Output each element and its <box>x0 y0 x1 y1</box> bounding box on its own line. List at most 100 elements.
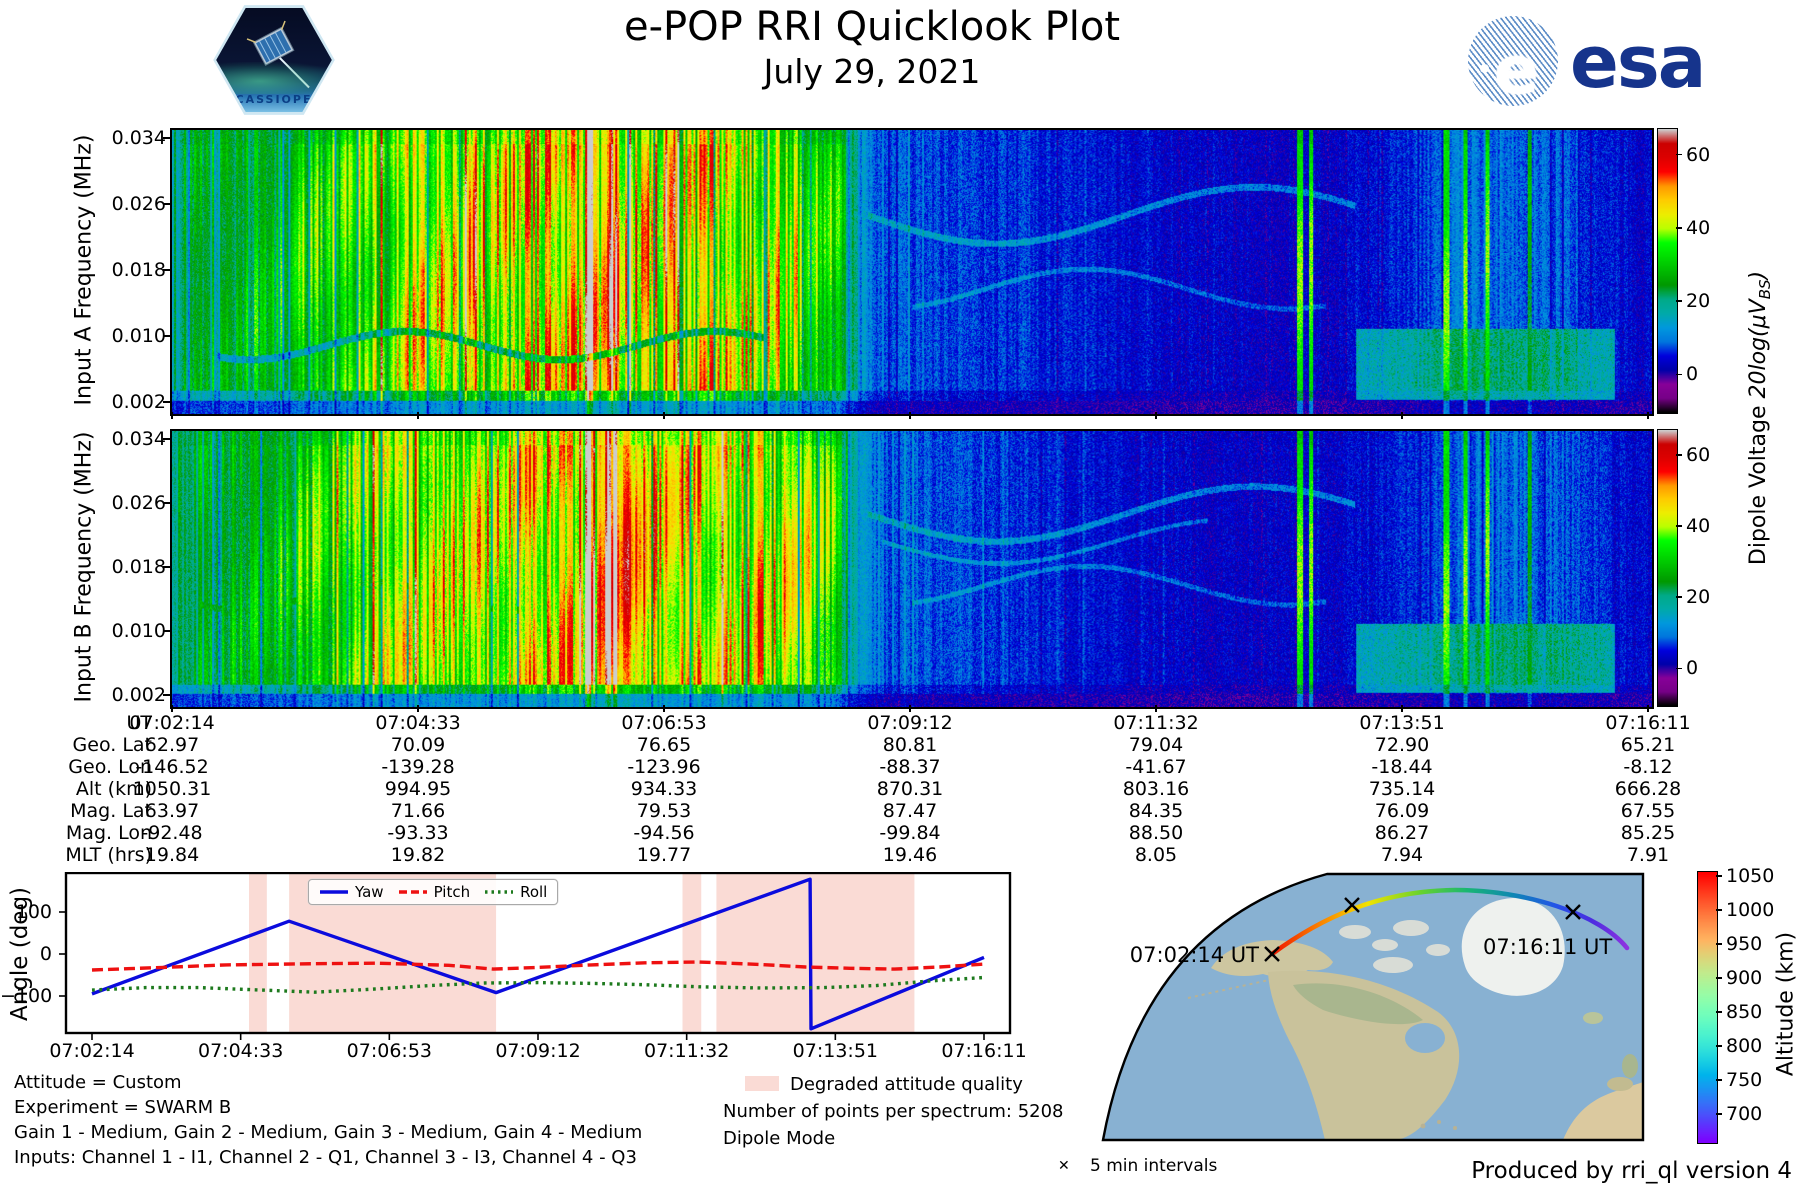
esa-wordmark: esa <box>1570 20 1706 104</box>
freq-tick-label: 0.002 <box>111 390 166 413</box>
time-tick-mark <box>171 705 173 712</box>
ephemeris-cell: -88.37 <box>879 756 941 778</box>
colorbar-tick-mark <box>1676 596 1682 598</box>
map-start-label: 07:02:14 UT <box>1130 943 1259 967</box>
colorbar-tick-label: 40 <box>1686 216 1711 239</box>
annotation-inputs: Inputs: Channel 1 - I1, Channel 2 - Q1, … <box>14 1147 637 1168</box>
ephemeris-cell: 07:04:33 <box>375 712 461 734</box>
colorbar-tick-mark <box>1676 300 1682 302</box>
input-a-ylabel: Input A Frequency (MHz) <box>71 134 97 406</box>
altitude-tick-label: 800 <box>1726 1034 1763 1057</box>
input-b-ylabel: Input B Frequency (MHz) <box>71 431 97 703</box>
ephemeris-cell: -93.33 <box>387 822 449 844</box>
attitude-legend: Yaw Pitch Roll <box>308 879 559 905</box>
map-iceland <box>1583 1012 1603 1024</box>
produced-by-label: Produced by rri_ql version 4 <box>1471 1158 1792 1184</box>
attitude-series-roll <box>91 975 985 994</box>
x-marker-icon <box>1344 897 1360 913</box>
dipole-label-plain: Dipole Voltage <box>1745 398 1771 566</box>
attitude-ytick-label: 0 <box>39 943 52 965</box>
map-arctic-island <box>1373 957 1413 973</box>
colorbar-altitude-gradient <box>1698 872 1717 1143</box>
ephemeris-cell: 76.09 <box>1374 800 1430 822</box>
map-caribbean <box>1437 1120 1441 1124</box>
altitude-tick-label: 750 <box>1726 1068 1763 1091</box>
ephemeris-cell: 1050.31 <box>132 778 212 800</box>
altitude-tick-label: 1000 <box>1726 899 1775 922</box>
altitude-tick-label: 700 <box>1726 1102 1763 1125</box>
dipole-label-sub: BS <box>1756 279 1775 300</box>
track-interval-markers <box>1264 897 1581 962</box>
ephemeris-cell: 07:11:32 <box>1113 712 1199 734</box>
colorbar-tick-label: 60 <box>1686 143 1711 166</box>
ephemeris-cell: -41.67 <box>1125 756 1187 778</box>
freq-tick-mark <box>163 335 170 337</box>
ephemeris-cell: 666.28 <box>1614 778 1682 800</box>
attitude-series-yaw <box>91 877 985 1031</box>
freq-tick-mark <box>163 566 170 568</box>
ephemeris-cell: 19.46 <box>882 844 938 866</box>
freq-tick-label: 0.018 <box>111 259 166 281</box>
degraded-quality-label: Degraded attitude quality <box>790 1074 1023 1095</box>
satellite-ground-track <box>1269 887 1630 957</box>
legend-item-yaw: Yaw <box>319 883 384 901</box>
ephemeris-cell: 07:02:14 <box>129 712 215 734</box>
ephemeris-cell: 870.31 <box>876 778 944 800</box>
freq-tick-mark <box>163 694 170 696</box>
map-iberia <box>1607 1077 1633 1091</box>
colorbar-dipole-b <box>1657 429 1678 707</box>
time-tick-mark <box>1401 705 1403 712</box>
legend-yaw-label: Yaw <box>355 883 384 901</box>
ephemeris-cell: -123.96 <box>627 756 701 778</box>
degraded-quality-swatch <box>745 1076 779 1091</box>
colorbar-tick-mark <box>1676 454 1682 456</box>
map-caribbean <box>1453 1126 1457 1130</box>
time-tick-mark <box>1155 705 1157 712</box>
ephemeris-cell: 87.47 <box>882 800 938 822</box>
ephemeris-row-label: Geo. Lon <box>68 756 152 778</box>
ephemeris-cell: 803.16 <box>1122 778 1190 800</box>
map-alaska <box>1211 940 1333 978</box>
ephemeris-cell: 07:16:11 <box>1605 712 1691 734</box>
cassiope-patch: CASSIOPE <box>216 8 332 112</box>
degraded-attitude-band <box>716 874 915 1032</box>
esa-globe-icon: e <box>1468 16 1558 106</box>
ephemeris-cell: 65.21 <box>1620 734 1676 756</box>
colorbar-tick-mark <box>1676 667 1682 670</box>
attitude-xtick-label: 07:16:11 <box>941 1040 1027 1062</box>
aurora-art <box>216 62 332 94</box>
ephemeris-cell: 19.84 <box>144 844 200 866</box>
freq-tick-mark <box>163 502 170 504</box>
freq-tick-label: 0.034 <box>111 127 166 150</box>
time-tick-mark <box>417 705 419 712</box>
map-land-group <box>1187 898 1643 1140</box>
altitude-tick-mark <box>1716 977 1722 979</box>
map-end-label: 07:16:11 UT <box>1483 935 1612 959</box>
ephemeris-cell: 8.05 <box>1134 844 1178 866</box>
map-boreal-forest <box>1293 983 1423 1025</box>
satellite-icon <box>246 20 310 89</box>
freq-tick-mark <box>163 269 170 271</box>
map-hudson-bay <box>1405 1023 1445 1053</box>
ephemeris-row-label: MLT (hrs) <box>65 844 152 866</box>
ephemeris-cell: 72.90 <box>1374 734 1430 756</box>
ephemeris-cell: 70.09 <box>390 734 446 756</box>
ephemeris-cell: 7.94 <box>1380 844 1424 866</box>
altitude-tick-mark <box>1716 1045 1722 1047</box>
ephemeris-cell: 84.35 <box>1128 800 1184 822</box>
time-tick-mark <box>1647 705 1649 712</box>
map-arctic-island <box>1372 939 1398 951</box>
spectrogram-a-heatmap <box>172 130 1652 414</box>
attitude-series-pitch <box>91 960 985 972</box>
freq-tick-mark <box>163 401 170 403</box>
time-tick-mark <box>1647 412 1649 419</box>
attitude-xtick-label: 07:11:32 <box>643 1040 730 1062</box>
altitude-tick-mark <box>1716 1079 1722 1081</box>
page-subtitle: July 29, 2021 <box>763 52 981 91</box>
points-per-spectrum-label: Number of points per spectrum: 5208 <box>723 1101 1064 1122</box>
freq-tick-label: 0.018 <box>111 556 166 578</box>
ephemeris-cell: -94.56 <box>633 822 695 844</box>
annotation-experiment: Experiment = SWARM B <box>14 1097 232 1118</box>
ephemeris-cell: -139.28 <box>381 756 455 778</box>
roll-line-icon <box>485 890 514 894</box>
